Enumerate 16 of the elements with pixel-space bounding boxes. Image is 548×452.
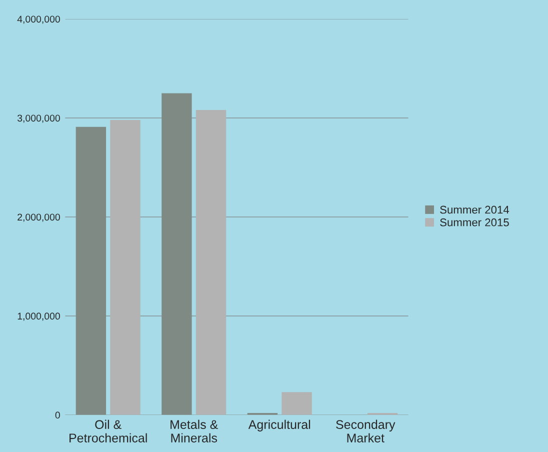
y-tick-label: 2,000,000 [18, 214, 60, 222]
y-tick-label: 1,000,000 [18, 312, 60, 321]
legend-label: Summer 2014 [440, 206, 510, 214]
bar [110, 120, 140, 415]
bar [76, 126, 106, 415]
y-tick-label: 3,000,000 [17, 114, 60, 123]
x-tick-label: Secondary Market [336, 420, 396, 442]
bar [282, 392, 312, 415]
x-tick-label: Agricultural [248, 420, 310, 432]
bar [162, 93, 192, 415]
x-tick-label: Oil & Petrochemical [70, 420, 147, 442]
y-tick-label: 0 [55, 412, 60, 419]
bar [196, 110, 226, 415]
y-tick-label: 4,000,000 [17, 16, 60, 24]
legend-label: Summer 2015 [440, 218, 509, 226]
x-tick-label: Metals & Minerals [170, 420, 218, 442]
